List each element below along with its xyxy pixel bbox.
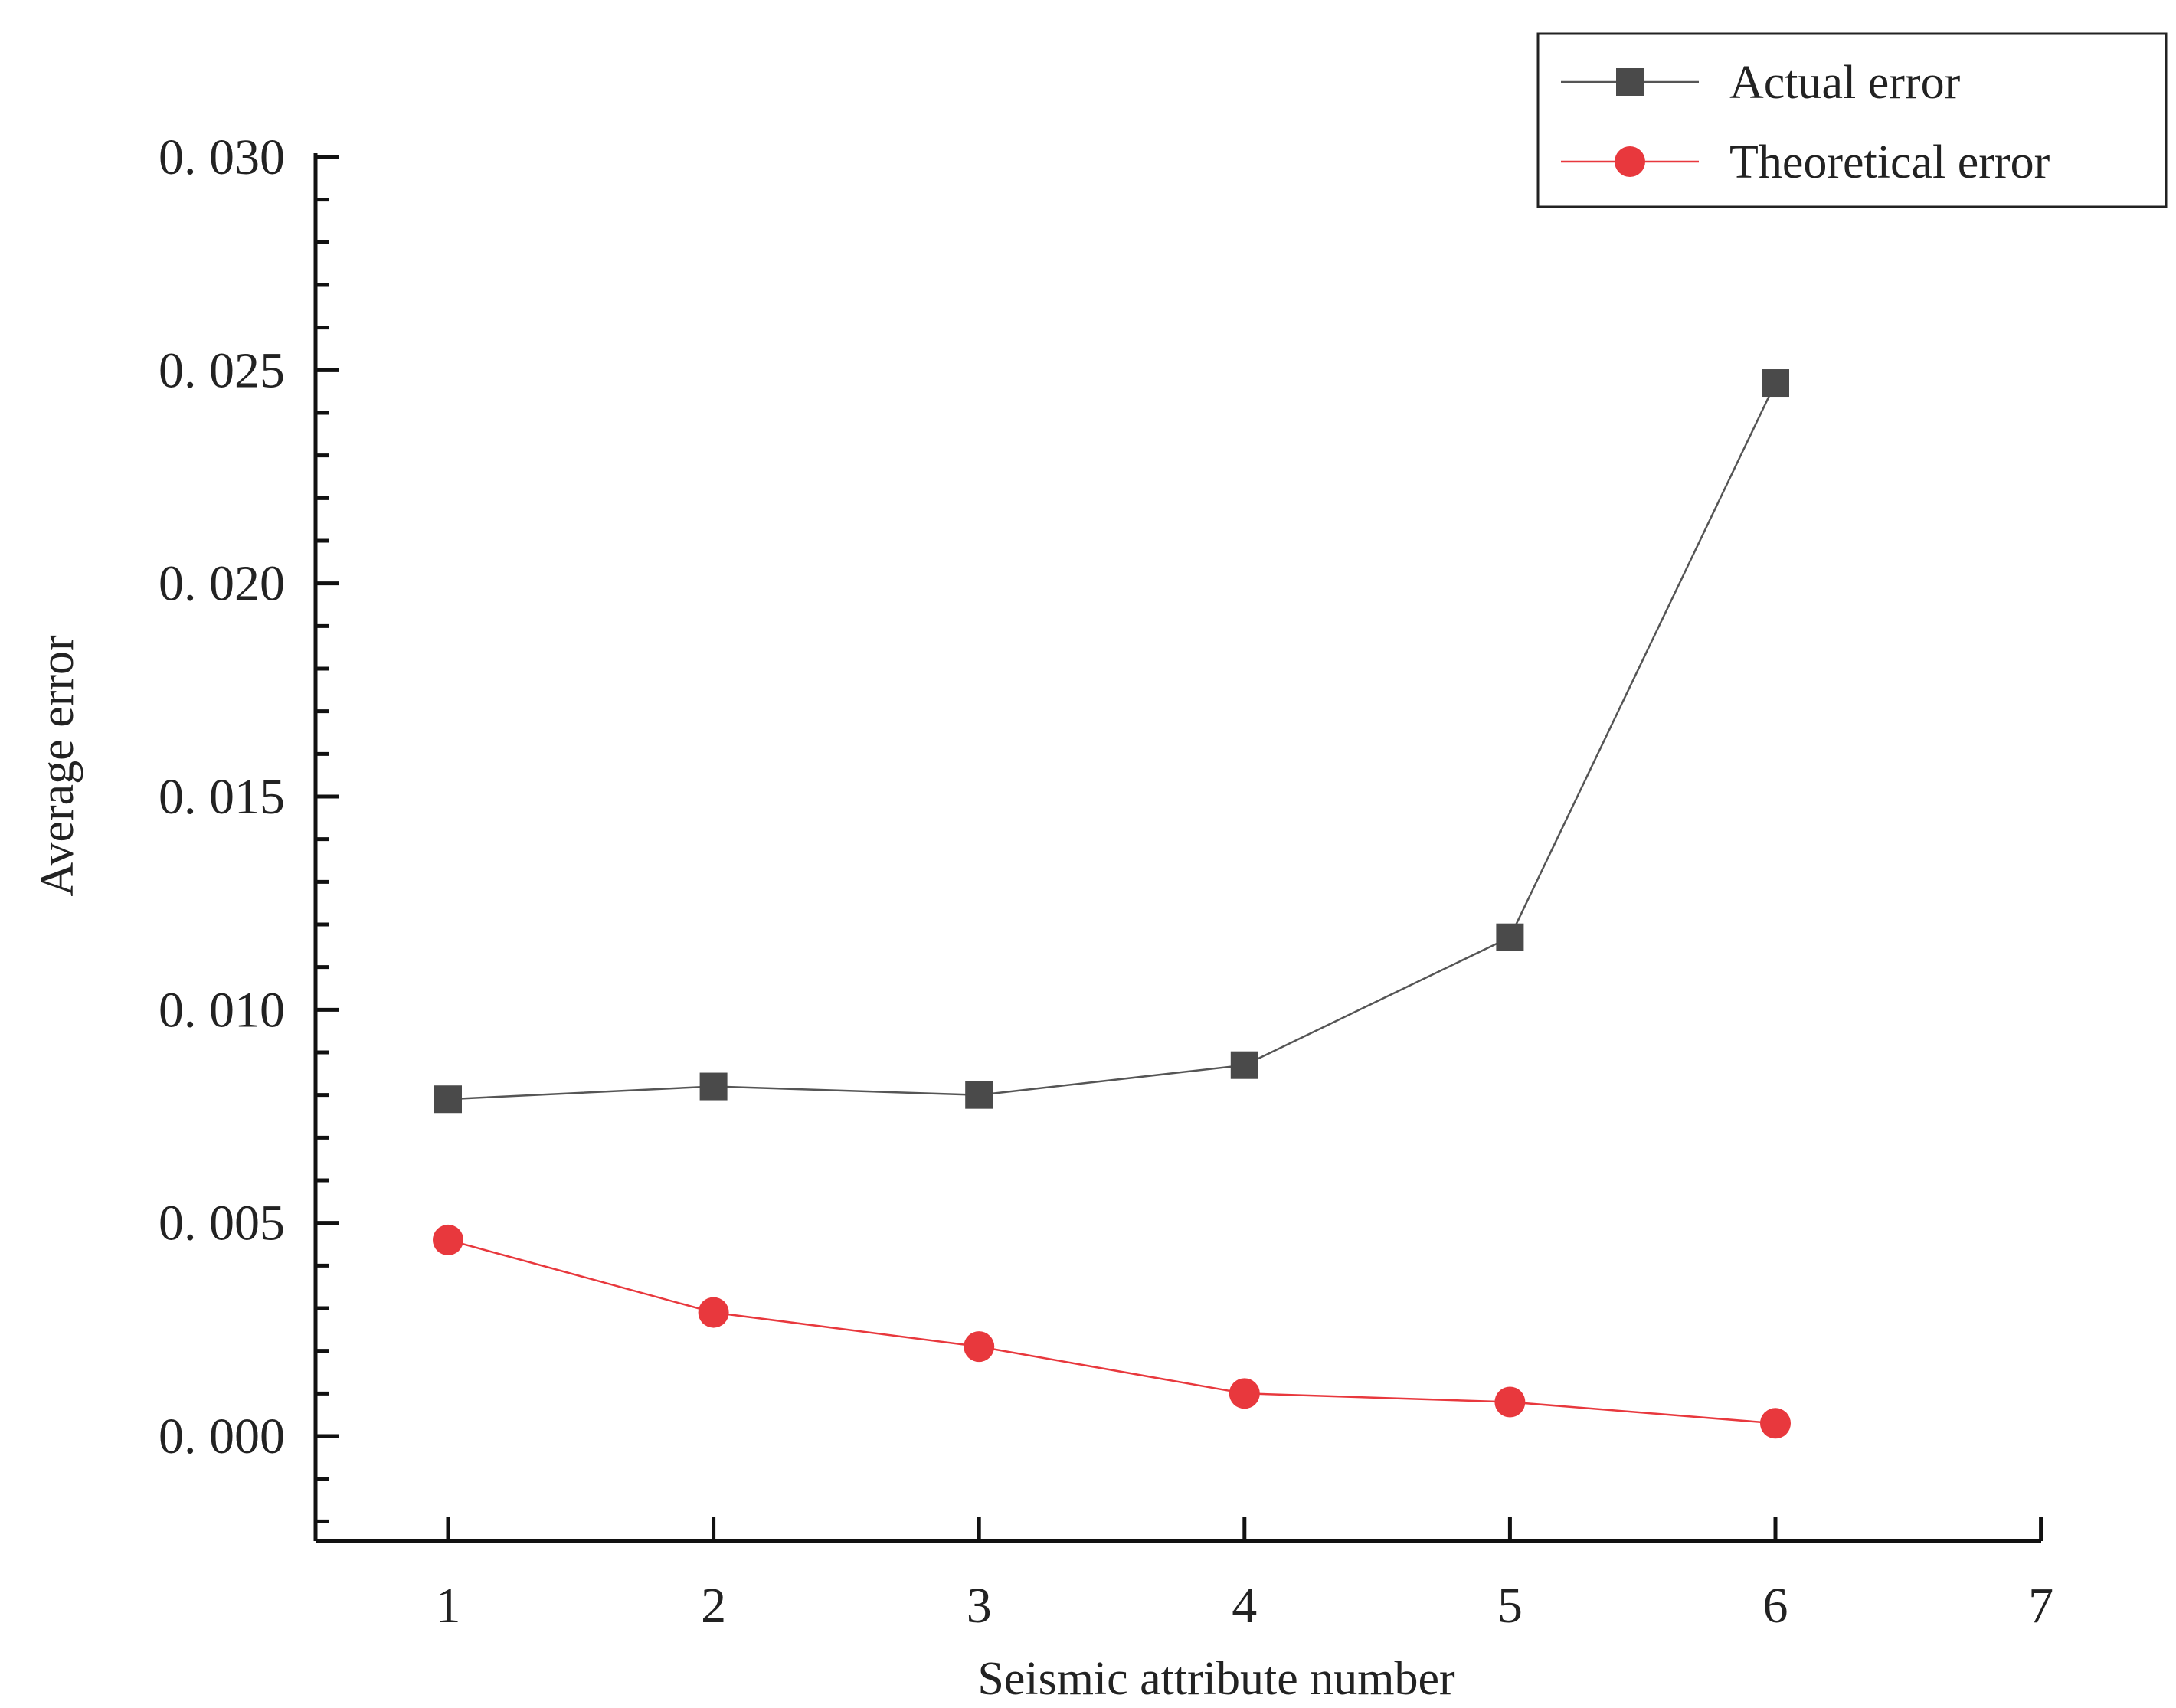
x-tick-label: 2 xyxy=(701,1578,726,1634)
legend-label-theoretical-error: Theoretical error xyxy=(1729,136,2050,188)
data-point-square xyxy=(699,1072,728,1101)
series-line-actual-error xyxy=(447,382,1777,1101)
y-tick-label: 0. 025 xyxy=(159,342,285,398)
y-axis-title: Average error xyxy=(31,635,83,897)
series-line-theoretical-error xyxy=(447,1238,1776,1425)
legend-marker-circle xyxy=(1615,146,1645,177)
x-ticks: 1 2 3 4 5 6 7 xyxy=(436,1517,2053,1634)
series-layer xyxy=(433,369,1791,1439)
legend-label-actual-error: Actual error xyxy=(1729,57,1961,109)
x-tick-label: 7 xyxy=(2028,1578,2053,1634)
series-theoretical-error xyxy=(433,1224,1791,1439)
y-tick-label: 0. 030 xyxy=(159,129,285,185)
data-point-circle xyxy=(698,1297,729,1328)
x-tick-label: 4 xyxy=(1232,1578,1257,1634)
data-point-square xyxy=(434,1085,462,1114)
data-point-circle xyxy=(964,1331,995,1363)
x-tick-label: 1 xyxy=(436,1578,461,1634)
data-point-circle xyxy=(1229,1378,1260,1409)
legend-marker-square xyxy=(1616,68,1644,96)
data-point-square xyxy=(965,1081,993,1109)
data-point-square xyxy=(1496,923,1524,951)
y-tick-label: 0. 015 xyxy=(159,769,285,825)
x-tick-label: 5 xyxy=(1497,1578,1523,1634)
y-tick-label: 0. 020 xyxy=(159,556,285,612)
series-actual-error xyxy=(434,369,1789,1114)
y-tick-label: 0. 010 xyxy=(159,982,285,1038)
legend-box xyxy=(1536,32,2168,208)
legend: Actual error Theoretical error xyxy=(1536,32,2168,208)
y-tick-label: 0. 000 xyxy=(159,1409,285,1464)
x-tick-label: 3 xyxy=(967,1578,992,1634)
y-ticks: 0. 000 0. 005 0. 010 0. 015 0. 020 0. 025 0. 0… xyxy=(159,129,339,1523)
data-point-circle xyxy=(1760,1408,1791,1439)
data-point-circle xyxy=(1494,1386,1526,1418)
data-point-circle xyxy=(433,1224,463,1255)
data-point-square xyxy=(1762,369,1789,398)
data-point-square xyxy=(1230,1051,1258,1079)
x-tick-label: 6 xyxy=(1763,1578,1788,1634)
y-tick-label: 0. 005 xyxy=(159,1196,285,1252)
x-axis-title: Seismic attribute number xyxy=(977,1653,1455,1705)
